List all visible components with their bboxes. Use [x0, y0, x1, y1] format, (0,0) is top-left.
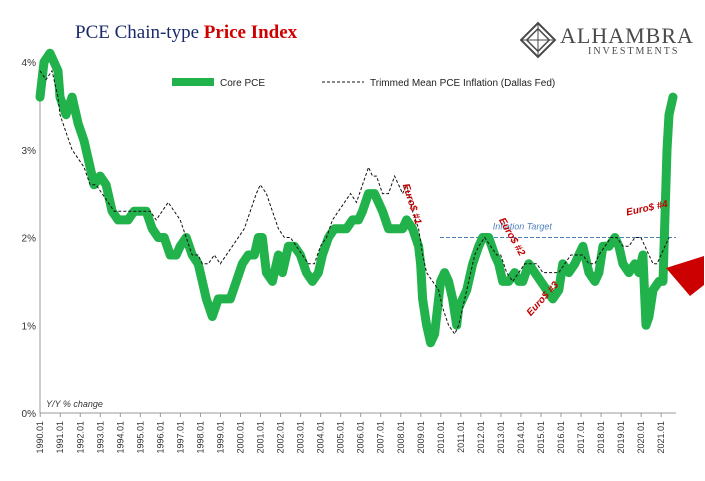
- x-tick-label: 1997.01: [175, 421, 185, 454]
- x-tick-label: 2007.01: [376, 421, 386, 454]
- y-tick-label: 3%: [22, 146, 37, 157]
- x-tick-label: 2004.01: [316, 421, 326, 454]
- x-tick-label: 2012.01: [476, 421, 486, 454]
- x-tick-label: 1995.01: [135, 421, 145, 454]
- x-tick-label: 1990.01: [35, 421, 45, 454]
- chart-title-accent: Price Index: [203, 22, 298, 43]
- brand-name: ALHAMBRA: [560, 23, 694, 48]
- series-line-core-pce: [35, 48, 678, 348]
- x-tick-label: 1999.01: [215, 421, 225, 454]
- x-tick-label: 2000.01: [236, 421, 246, 454]
- x-tick-label: 1993.01: [95, 421, 105, 454]
- x-tick-label: 1996.01: [155, 421, 165, 454]
- legend-label-trimmed-mean: Trimmed Mean PCE Inflation (Dallas Fed): [370, 78, 555, 89]
- x-tick-label: 2015.01: [536, 421, 546, 454]
- y-tick-label: 0%: [22, 409, 37, 420]
- x-tick-label: 2001.01: [256, 421, 266, 454]
- alhambra-emblem-icon: [519, 21, 557, 59]
- x-tick-label: 2009.01: [416, 421, 426, 454]
- y-tick-label: 4%: [22, 58, 37, 69]
- x-tick-label: 2011.01: [456, 421, 466, 453]
- brand-subtitle: INVESTMENTS: [588, 46, 680, 57]
- x-tick-label: 1991.01: [55, 421, 65, 454]
- x-tick-label: 1992.01: [75, 421, 85, 454]
- x-tick-label: 2006.01: [356, 421, 366, 454]
- x-tick-label: 2017.01: [576, 421, 586, 454]
- x-tick-label: 2003.01: [296, 421, 306, 454]
- x-tick-label: 1994.01: [115, 421, 125, 454]
- x-tick-label: 1998.01: [195, 421, 205, 454]
- x-tick-label: 2020.01: [636, 421, 646, 454]
- brand-logo: ALHAMBRA INVESTMENTS: [518, 20, 698, 60]
- chart-title-main: PCE Chain-type: [75, 22, 204, 43]
- red-arrow-icon: [666, 256, 704, 296]
- x-tick-label: 2014.01: [516, 421, 526, 454]
- x-tick-label: 2002.01: [276, 421, 286, 454]
- inflation-target-label: Inflation Target: [493, 222, 553, 232]
- x-tick-label: 2008.01: [396, 421, 406, 454]
- series-line-trimmed-mean: [39, 69, 670, 336]
- x-tick-label: 2016.01: [556, 421, 566, 454]
- y-tick-label: 1%: [22, 321, 37, 332]
- x-tick-label: 2010.01: [436, 421, 446, 454]
- x-tick-label: 2013.01: [496, 421, 506, 454]
- x-tick-label: 2019.01: [616, 421, 626, 454]
- x-tick-label: 2018.01: [596, 421, 606, 454]
- x-tick-label: 2021.01: [656, 421, 666, 454]
- legend-label-core-pce: Core PCE: [220, 78, 265, 89]
- y-axis-note: Y/Y % change: [46, 399, 103, 409]
- y-tick-label: 2%: [22, 234, 37, 245]
- x-tick-label: 2005.01: [336, 421, 346, 454]
- chart-title: PCE Chain-type Price Index: [75, 22, 297, 44]
